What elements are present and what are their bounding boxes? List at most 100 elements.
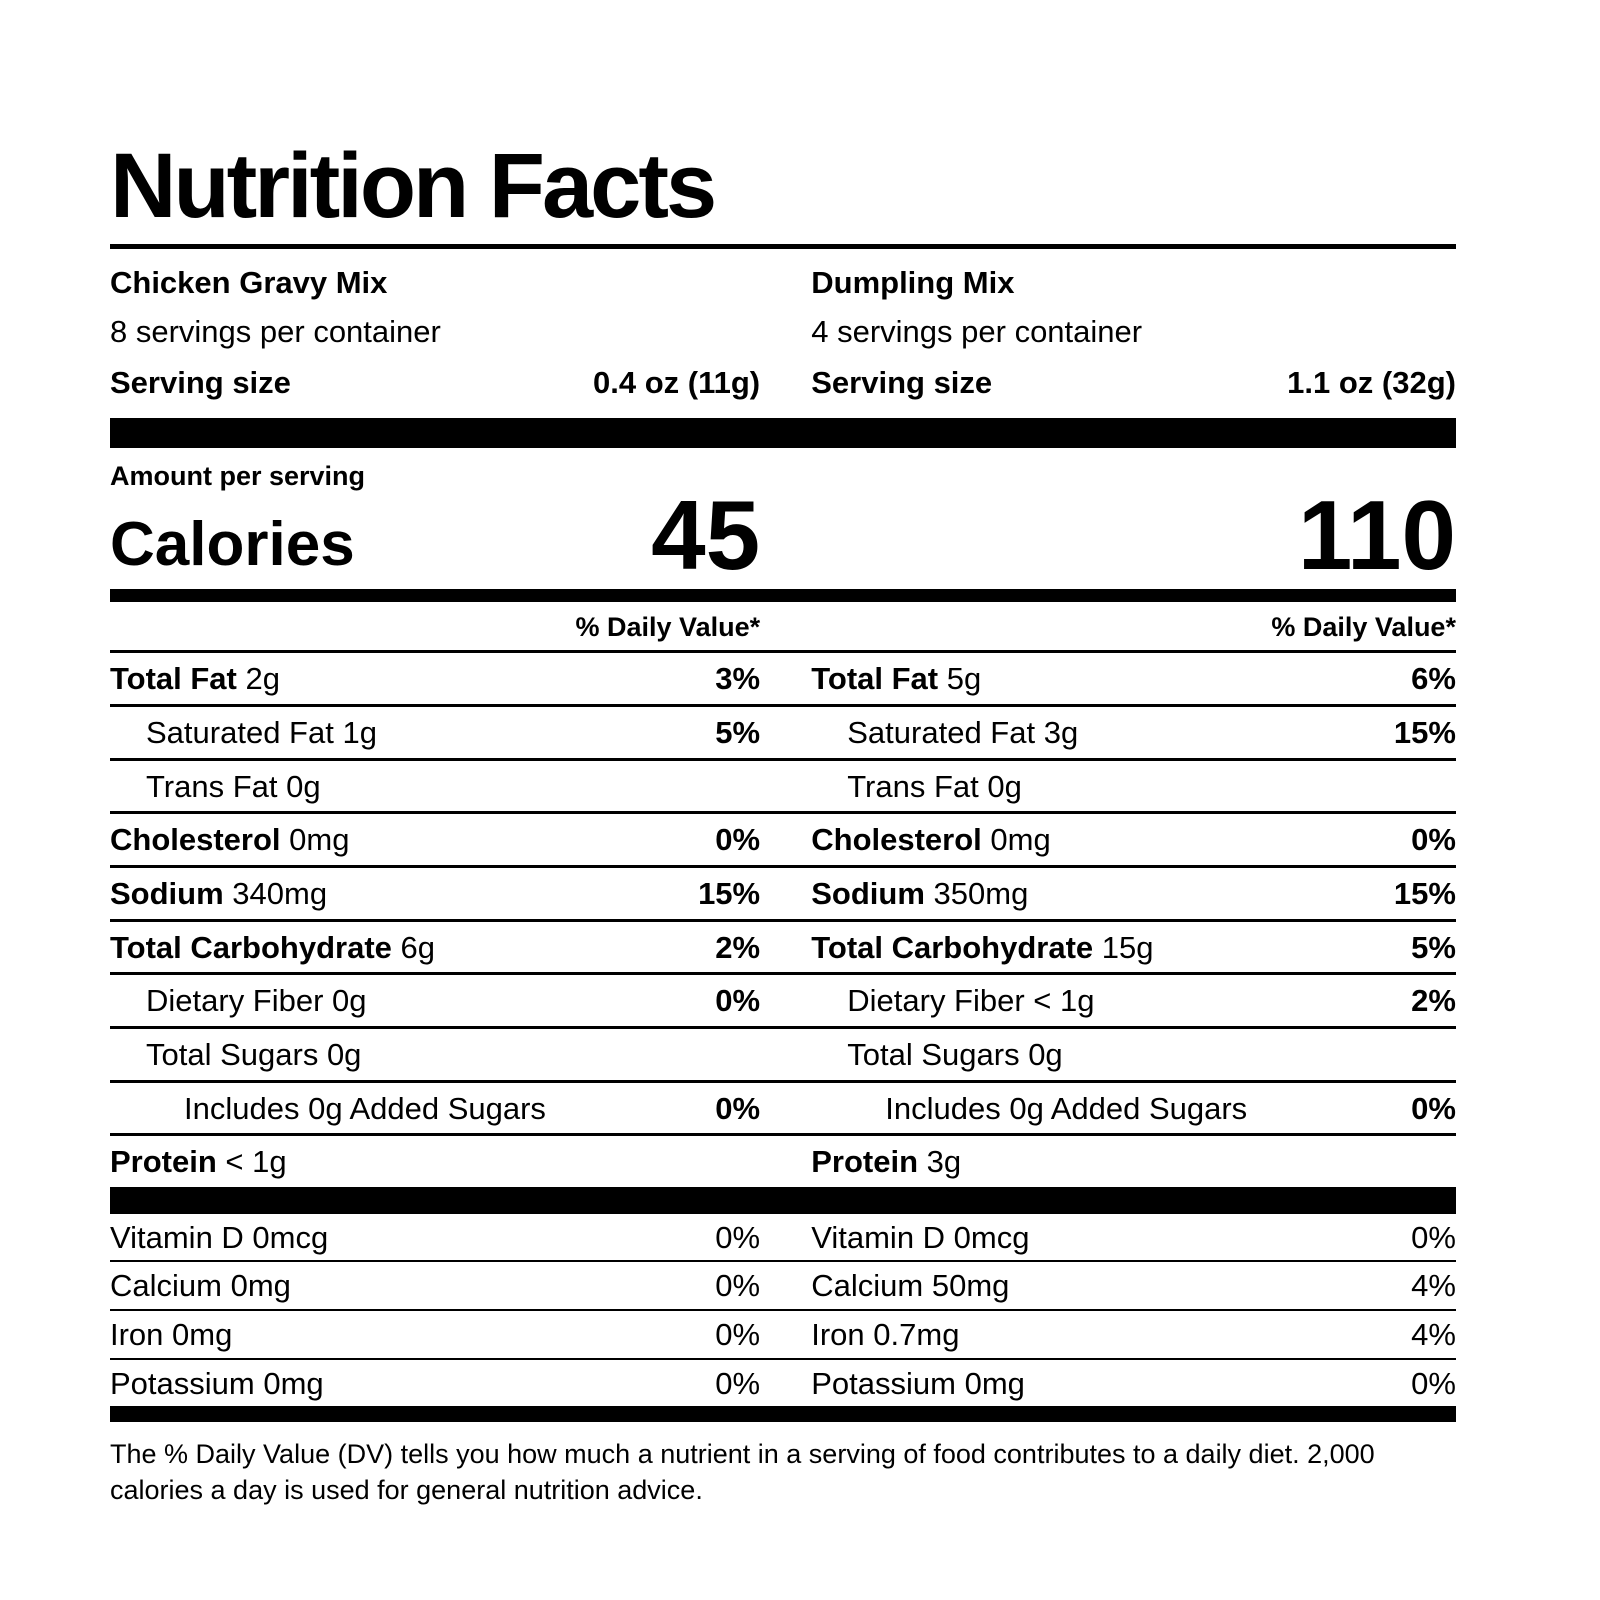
nutrient-name-text: Total Sugars	[146, 1036, 319, 1072]
nutrient-name-text: Vitamin D	[811, 1219, 946, 1255]
nutrient-value: 3g	[918, 1144, 962, 1180]
nutrient-value: 0mg	[955, 1365, 1025, 1401]
nutrient-row: Protein < 1g Protein 3g	[110, 1136, 1456, 1187]
servings-per-container-left: 8 servings per container	[110, 314, 441, 349]
serving-size-row-right: Serving size 1.1 oz (32g)	[811, 365, 1456, 401]
nutrient-dv: 0%	[1411, 822, 1456, 858]
nutrient-name: Calcium 0mg	[110, 1268, 291, 1304]
nutrient-name: Total Sugars 0g	[811, 1037, 1062, 1073]
nutrient-name: Total Fat 5g	[811, 661, 981, 697]
nutrient-value: 0g	[277, 768, 321, 804]
nutrient-dv: 2%	[715, 929, 761, 965]
daily-value-header-right: % Daily Value*	[1271, 612, 1456, 643]
nutrient-name: Total Fat 2g	[110, 661, 280, 697]
nutrient-cell-right: Total Sugars 0g	[811, 1029, 1456, 1080]
vitamin-cell-left: Vitamin D 0mcg 0%	[110, 1214, 760, 1261]
nutrient-name: Sodium 340mg	[110, 876, 327, 912]
nutrient-name-text: Includes 0g Added Sugars	[184, 1090, 546, 1126]
calories-label: Calories	[110, 509, 355, 579]
nutrient-dv: 15%	[1393, 875, 1456, 911]
nutrient-cell-right: Total Fat 5g 6%	[811, 653, 1456, 704]
nutrient-dv: 0%	[715, 1268, 761, 1304]
nutrient-row: Trans Fat 0g Trans Fat 0g	[110, 761, 1456, 815]
vitamin-cell-left: Iron 0mg 0%	[110, 1311, 760, 1358]
vitamin-row: Potassium 0mg 0% Potassium 0mg 0%	[110, 1360, 1456, 1407]
nutrient-name: Protein < 1g	[110, 1144, 287, 1180]
nutrient-cell-right: Protein 3g	[811, 1136, 1456, 1187]
nutrient-value: 0mcg	[945, 1219, 1030, 1255]
serving-size-row-left: Serving size 0.4 oz (11g)	[110, 365, 760, 401]
daily-value-header-left: % Daily Value*	[575, 612, 761, 643]
nutrient-value: 6g	[391, 929, 436, 965]
vitamin-cell-left: Potassium 0mg 0%	[110, 1360, 760, 1407]
nutrient-dv: 3%	[715, 661, 761, 697]
nutrient-name-text: Trans Fat	[146, 768, 278, 804]
nutrient-name: Trans Fat 0g	[811, 769, 1022, 805]
calories-section: Amount per serving Calories 45 110	[110, 456, 1456, 584]
nutrient-row: Saturated Fat 1g 5% Saturated Fat 3g 15%	[110, 707, 1456, 761]
nutrient-row: Total Carbohydrate 6g 2% Total Carbohydrat…	[110, 922, 1456, 976]
nutrient-value: 5g	[938, 661, 982, 697]
nutrient-name-text: Calcium	[110, 1268, 222, 1304]
nutrient-value: < 1g	[216, 1144, 287, 1180]
nutrient-name: Trans Fat 0g	[110, 769, 321, 805]
nutrient-value: 0mcg	[243, 1219, 329, 1255]
nutrient-cell-right: Total Carbohydrate 15g 5%	[811, 922, 1456, 973]
nutrient-name: Cholesterol 0mg	[110, 822, 349, 858]
nutrient-dv: 15%	[698, 875, 761, 911]
nutrient-cell-left: Saturated Fat 1g 5%	[110, 707, 760, 758]
nutrient-value: 3g	[1035, 715, 1079, 751]
serving-size-value-right: 1.1 oz (32g)	[1287, 365, 1456, 400]
nutrient-cell-left: Total Sugars 0g	[110, 1029, 760, 1080]
nutrient-name-text: Total Carbohydrate	[811, 929, 1094, 965]
nutrient-name-text: Trans Fat	[847, 768, 979, 804]
nutrient-name-text: Protein	[811, 1144, 919, 1180]
nutrient-name-text: Includes 0g Added Sugars	[885, 1090, 1248, 1126]
nutrient-dv: 6%	[1411, 661, 1456, 697]
thick-divider-bar-bottom	[110, 1406, 1456, 1423]
nutrient-dv: 4%	[1411, 1268, 1456, 1304]
title-rule	[110, 244, 1456, 249]
nutrient-dv: 0%	[715, 983, 761, 1019]
nutrient-name: Dietary Fiber < 1g	[811, 983, 1094, 1019]
nutrient-name: Cholesterol 0mg	[811, 822, 1050, 858]
nutrient-cell-right: Trans Fat 0g	[811, 761, 1456, 812]
vitamin-rows-section: Vitamin D 0mcg 0% Vitamin D 0mcg 0% Calcium …	[110, 1214, 1456, 1407]
nutrient-value: 0g	[978, 768, 1022, 804]
nutrient-row: Includes 0g Added Sugars 0% Includes 0g Ad…	[110, 1083, 1456, 1137]
nutrient-cell-right: Dietary Fiber < 1g 2%	[811, 975, 1456, 1026]
calories-row-left: Calories 45	[110, 486, 760, 584]
nutrient-name: Total Carbohydrate 15g	[811, 930, 1153, 966]
nutrient-name: Iron 0mg	[110, 1317, 232, 1353]
serving-size-label-right: Serving size	[811, 365, 993, 400]
vitamin-row: Iron 0mg 0% Iron 0.7mg 4%	[110, 1311, 1456, 1360]
nutrient-dv: 0%	[715, 1317, 761, 1353]
nutrient-cell-left: Total Fat 2g 3%	[110, 653, 760, 704]
vitamin-cell-right: Iron 0.7mg 4%	[811, 1311, 1456, 1358]
nutrient-name: Dietary Fiber 0g	[110, 983, 367, 1019]
nutrient-name-text: Cholesterol	[110, 822, 281, 858]
daily-value-header-row: % Daily Value* % Daily Value*	[110, 602, 1456, 654]
nutrient-name-text: Vitamin D	[110, 1219, 244, 1255]
label-title: Nutrition Facts	[110, 135, 717, 237]
serving-header-section: Chicken Gravy Mix 8 servings per contain…	[110, 265, 1456, 401]
amount-per-serving-label: Amount per serving	[110, 461, 366, 491]
nutrient-dv: 5%	[715, 715, 761, 751]
nutrient-dv: 0%	[1411, 1219, 1456, 1255]
nutrient-row: Dietary Fiber 0g 0% Dietary Fiber < 1g 2%	[110, 975, 1456, 1029]
nutrition-facts-label: Nutrition Facts Chicken Gravy Mix 8 serv…	[110, 140, 1456, 1536]
serving-size-value-left: 0.4 oz (11g)	[593, 365, 761, 400]
nutrient-value: 0g	[1019, 1036, 1063, 1072]
nutrient-value: 0mg	[221, 1268, 291, 1304]
nutrient-name: Sodium 350mg	[811, 876, 1028, 912]
nutrient-name-text: Sodium	[110, 875, 224, 911]
nutrient-name-text: Total Carbohydrate	[110, 929, 392, 965]
nutrient-name: Potassium 0mg	[110, 1366, 324, 1402]
nutrient-value: 340mg	[223, 875, 328, 911]
nutrient-name: Iron 0.7mg	[811, 1317, 959, 1353]
nutrient-name: Total Carbohydrate 6g	[110, 930, 435, 966]
nutrient-row: Total Sugars 0g Total Sugars 0g	[110, 1029, 1456, 1083]
nutrient-name-text: Potassium	[811, 1365, 956, 1401]
nutrient-name-text: Calcium	[811, 1268, 924, 1304]
daily-value-footnote: The % Daily Value (DV) tells you how muc…	[110, 1439, 1375, 1505]
